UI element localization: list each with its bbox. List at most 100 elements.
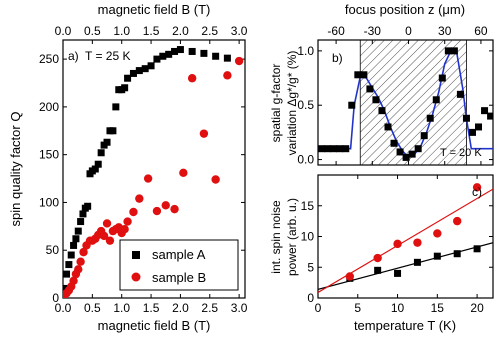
panel-c-y-tick-label: 5 [307,260,314,274]
data-point-g-factor [342,145,350,153]
data-point-sample-a [109,127,117,135]
data-point-sample-b [373,253,382,263]
data-point-g-factor [336,145,344,153]
panel-c-x-axis-label: temperature T (K) [354,318,456,333]
panel-a-x-axis-label: magnetic field B (T) [98,318,211,333]
legend: sample A sample B [119,239,239,291]
data-point-sample-b [143,174,153,183]
data-point-sample-a [124,74,132,82]
data-point-sample-a [413,258,421,266]
data-point-g-factor [444,47,452,55]
data-point-sample-a [141,65,149,73]
data-point-g-factor [432,96,440,104]
panel-a-top-axis-label: magnetic field B (T) [98,2,211,17]
panel-a-top-tick-label: 0.5 [84,24,101,38]
legend-marker-sample-a [132,251,140,259]
panel-a-x-tick-label: 0.5 [84,301,101,315]
data-point-g-factor [372,96,380,104]
data-point-sample-b [74,265,83,274]
panel-a-y-tick-label: 200 [39,100,59,114]
data-point-g-factor [475,123,483,131]
panel-a-x-tick-label: 1.5 [143,301,160,315]
data-point-sample-b [99,231,109,241]
panel-a-y-tick-label: 150 [39,148,59,162]
panel-b-y-tick-label: 0.0 [297,153,314,167]
panel-a-top-tick-label: 2.5 [201,24,218,38]
panel-b-letter: b) [332,51,343,65]
panel-c-x-tick-label: 5 [354,301,361,315]
data-point-sample-b [179,168,188,178]
data-point-sample-a [65,261,73,269]
data-point-g-factor [366,85,374,93]
data-point-sample-b [123,217,132,226]
data-point-g-factor [408,150,416,158]
data-point-sample-a [473,245,481,253]
panel-a-letter: a) [68,49,79,63]
panel-b: -60 -30 0 30 60 0.0 0.5 1.0 b) T = 20 K focus p… [269,2,494,167]
data-point-sample-a [147,62,155,70]
panel-c-x-tick-label: 10 [391,301,405,315]
panel-a-top-tick-label: 1.5 [143,24,160,38]
data-point-sample-b [76,257,85,266]
data-point-g-factor [481,107,489,115]
data-point-sample-a [200,49,208,57]
panel-c-x-tick-label: 20 [470,301,484,315]
panel-c-y-tick-label: 10 [301,230,315,244]
panel-a-y-tick-label: 50 [46,243,60,257]
data-point-sample-a [394,269,402,277]
data-point-sample-b [152,206,162,216]
data-point-g-factor [450,47,458,55]
panel-c-x-tick-label: 0 [315,301,322,315]
data-point-g-factor [462,114,470,122]
panel-c-y-axis-label-line-2: power (arb. u.) [285,198,299,276]
data-point-sample-b [223,71,232,80]
data-point-g-factor [402,153,410,161]
data-point-g-factor [384,123,392,131]
data-point-g-factor [390,139,398,147]
legend-label-sample-a: sample A [152,247,206,262]
data-point-sample-a [72,235,80,243]
data-point-sample-a [79,210,87,218]
data-point-sample-b [170,204,179,214]
panel-b-top-tick-label: 60 [474,24,488,38]
data-point-sample-b [161,201,170,210]
data-point-g-factor [348,101,356,109]
data-point-sample-a [374,266,382,274]
panel-a-x-tick-label: 2.5 [201,301,218,315]
panel-a-y-tick-label: 100 [39,195,59,209]
panel-c-y-tick-label: 15 [301,199,315,213]
panel-b-y-axis-label-line-1: spatial g-factor [269,64,283,143]
legend-marker-sample-b [131,272,141,282]
panel-a: 0.0 0.0 0.5 0.5 1.0 1.0 1.5 1.5 2.0 2.0 2.5 2.5 3.0 3… [8,2,248,333]
data-point-sample-a [165,50,173,58]
data-point-sample-b [453,216,462,226]
panel-c: 0 5 10 15 20 0 5 10 15 c) temperature T (K) int.… [269,174,494,333]
data-point-g-factor [426,114,434,122]
data-point-g-factor [354,71,362,79]
data-point-sample-a [91,165,99,173]
data-point-sample-b [234,56,244,66]
panel-a-x-tick-label: 1.0 [113,301,130,315]
panel-b-top-tick-label: 0 [405,24,412,38]
panel-a-x-tick-label: 2.0 [172,301,189,315]
data-point-sample-a [171,47,179,55]
data-point-sample-a [97,149,105,157]
panel-c-y-tick-label: 0 [307,291,314,305]
data-point-sample-b [135,194,144,203]
data-point-g-factor [420,132,428,140]
data-point-sample-a [176,46,184,54]
data-point-sample-a [112,103,120,111]
data-point-sample-b [120,225,129,234]
data-point-g-factor [378,107,386,115]
data-point-sample-a [129,69,137,77]
data-point-g-factor [438,74,446,82]
data-point-sample-a [453,250,461,258]
panel-b-top-tick-label: -30 [364,24,382,38]
legend-label-sample-b: sample B [152,270,206,285]
fit-line-sample-a [318,242,493,290]
data-point-sample-a [77,218,85,226]
legend-box [119,239,239,291]
data-point-sample-b [393,239,402,249]
fit-line-sample-b [318,188,493,294]
